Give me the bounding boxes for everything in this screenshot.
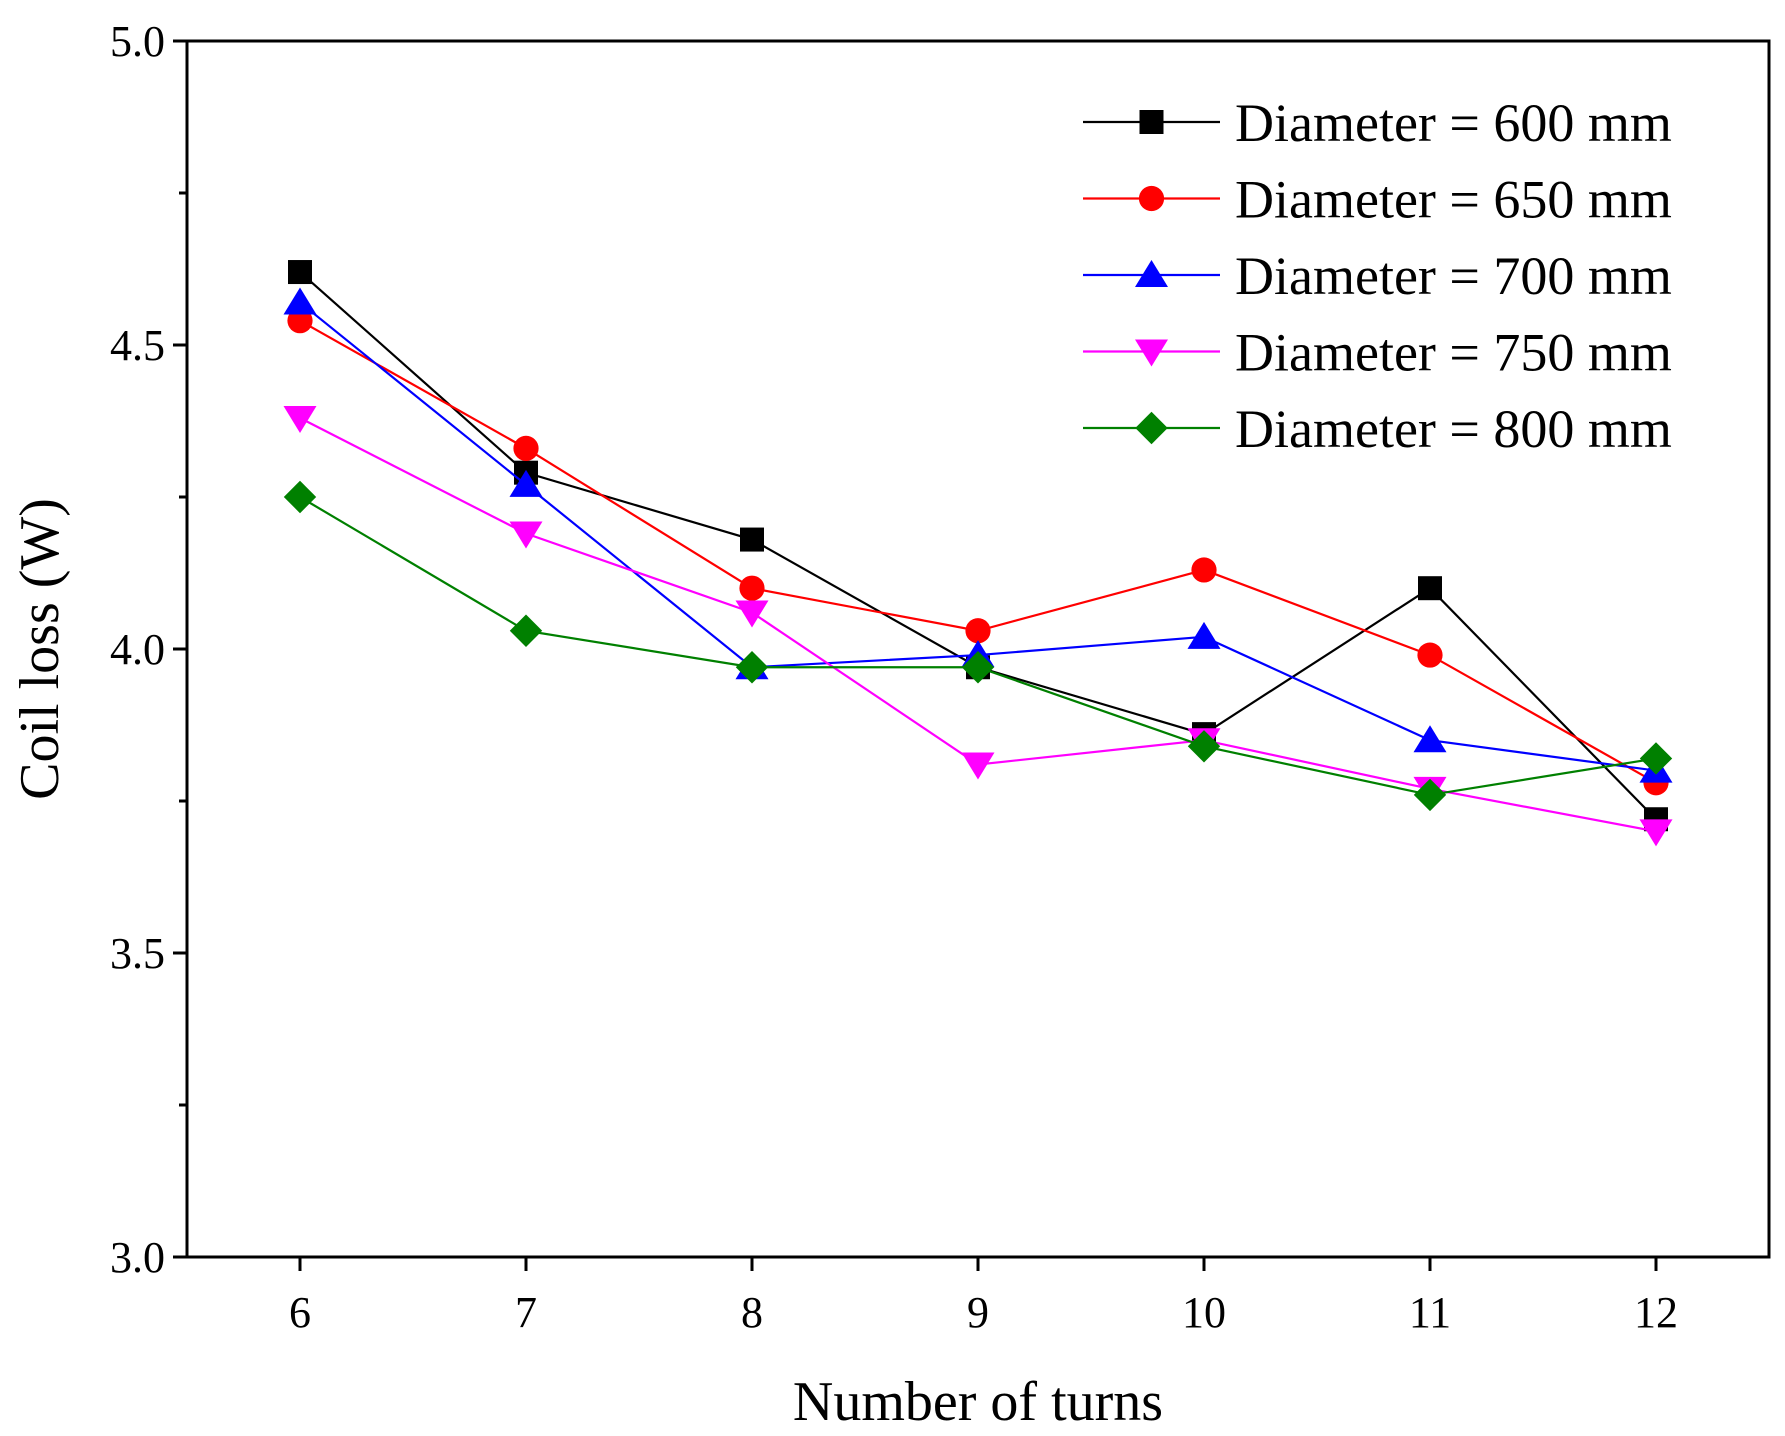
- legend-marker: [1135, 411, 1168, 445]
- x-axis-title: Number of turns: [793, 1371, 1163, 1433]
- legend-item: Diameter = 800 mm: [1083, 399, 1672, 459]
- data-point: [1639, 742, 1673, 775]
- data-point: [1191, 557, 1217, 583]
- data-point: [1413, 778, 1447, 812]
- data-point: [513, 435, 539, 461]
- legend-marker: [1135, 260, 1168, 287]
- series-800mm: [283, 480, 1673, 812]
- x-tick-label: 8: [741, 1288, 763, 1337]
- data-point: [509, 521, 543, 549]
- series-line: [299, 319, 1657, 784]
- legend-item: Diameter = 700 mm: [1083, 246, 1672, 306]
- x-tick-label: 12: [1634, 1288, 1678, 1337]
- legend-label: Diameter = 700 mm: [1235, 246, 1672, 306]
- legend-item: Diameter = 650 mm: [1083, 170, 1672, 230]
- ticks-layer: 6 7 8 9 10 11 12 3.0 3.5 4.0 4.5 5.0: [110, 17, 1678, 1337]
- y-tick-label: 3.0: [110, 1233, 165, 1282]
- x-tick-label: 10: [1182, 1288, 1226, 1337]
- x-tick-label: 6: [289, 1288, 311, 1337]
- legend-item: Diameter = 600 mm: [1083, 93, 1672, 153]
- legend-label: Diameter = 650 mm: [1235, 170, 1672, 230]
- data-point: [735, 600, 769, 628]
- y-tick-label: 4.0: [110, 625, 165, 674]
- x-tick-label: 11: [1409, 1288, 1451, 1337]
- y-axis-title: Coil loss (W): [9, 498, 71, 800]
- data-point: [735, 651, 769, 684]
- y-tick-label: 3.5: [110, 929, 165, 978]
- data-point: [739, 575, 765, 601]
- data-point: [288, 260, 312, 285]
- legend: Diameter = 600 mm Diameter = 650 mm Diamet…: [1083, 93, 1672, 459]
- data-point: [1413, 725, 1447, 753]
- data-point: [965, 618, 991, 644]
- data-point: [1639, 819, 1673, 847]
- data-point: [961, 651, 995, 684]
- data-point: [1187, 621, 1221, 649]
- data-point: [740, 527, 764, 552]
- x-tick-label: 7: [515, 1288, 537, 1337]
- legend-marker: [1138, 185, 1165, 212]
- series-layer: [283, 260, 1673, 847]
- data-point: [961, 752, 995, 780]
- data-point: [283, 405, 317, 433]
- data-point: [509, 614, 543, 647]
- y-tick-label: 5.0: [110, 17, 165, 66]
- data-point: [1418, 576, 1442, 601]
- legend-item: Diameter = 750 mm: [1083, 323, 1672, 383]
- data-point: [509, 469, 543, 497]
- data-point: [1417, 642, 1443, 668]
- legend-label: Diameter = 800 mm: [1235, 399, 1672, 459]
- legend-label: Diameter = 750 mm: [1235, 323, 1672, 383]
- x-tick-label: 9: [967, 1288, 989, 1337]
- data-point: [283, 287, 317, 315]
- data-point: [283, 480, 317, 514]
- data-point: [1187, 730, 1221, 763]
- legend-label: Diameter = 600 mm: [1235, 93, 1672, 153]
- y-tick-label: 4.5: [110, 321, 165, 370]
- legend-marker: [1139, 110, 1164, 134]
- legend-marker: [1135, 339, 1168, 367]
